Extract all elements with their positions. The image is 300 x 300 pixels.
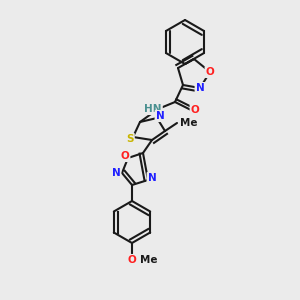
Text: Me: Me <box>180 118 197 128</box>
Text: O: O <box>206 67 214 77</box>
Text: O: O <box>121 151 129 161</box>
Text: N: N <box>148 173 156 183</box>
Text: HN: HN <box>144 104 162 114</box>
Text: O: O <box>128 255 136 265</box>
Text: S: S <box>126 134 134 144</box>
Text: N: N <box>112 168 120 178</box>
Text: N: N <box>156 111 164 121</box>
Text: N: N <box>196 83 204 93</box>
Text: Me: Me <box>140 255 158 265</box>
Text: O: O <box>190 105 200 115</box>
